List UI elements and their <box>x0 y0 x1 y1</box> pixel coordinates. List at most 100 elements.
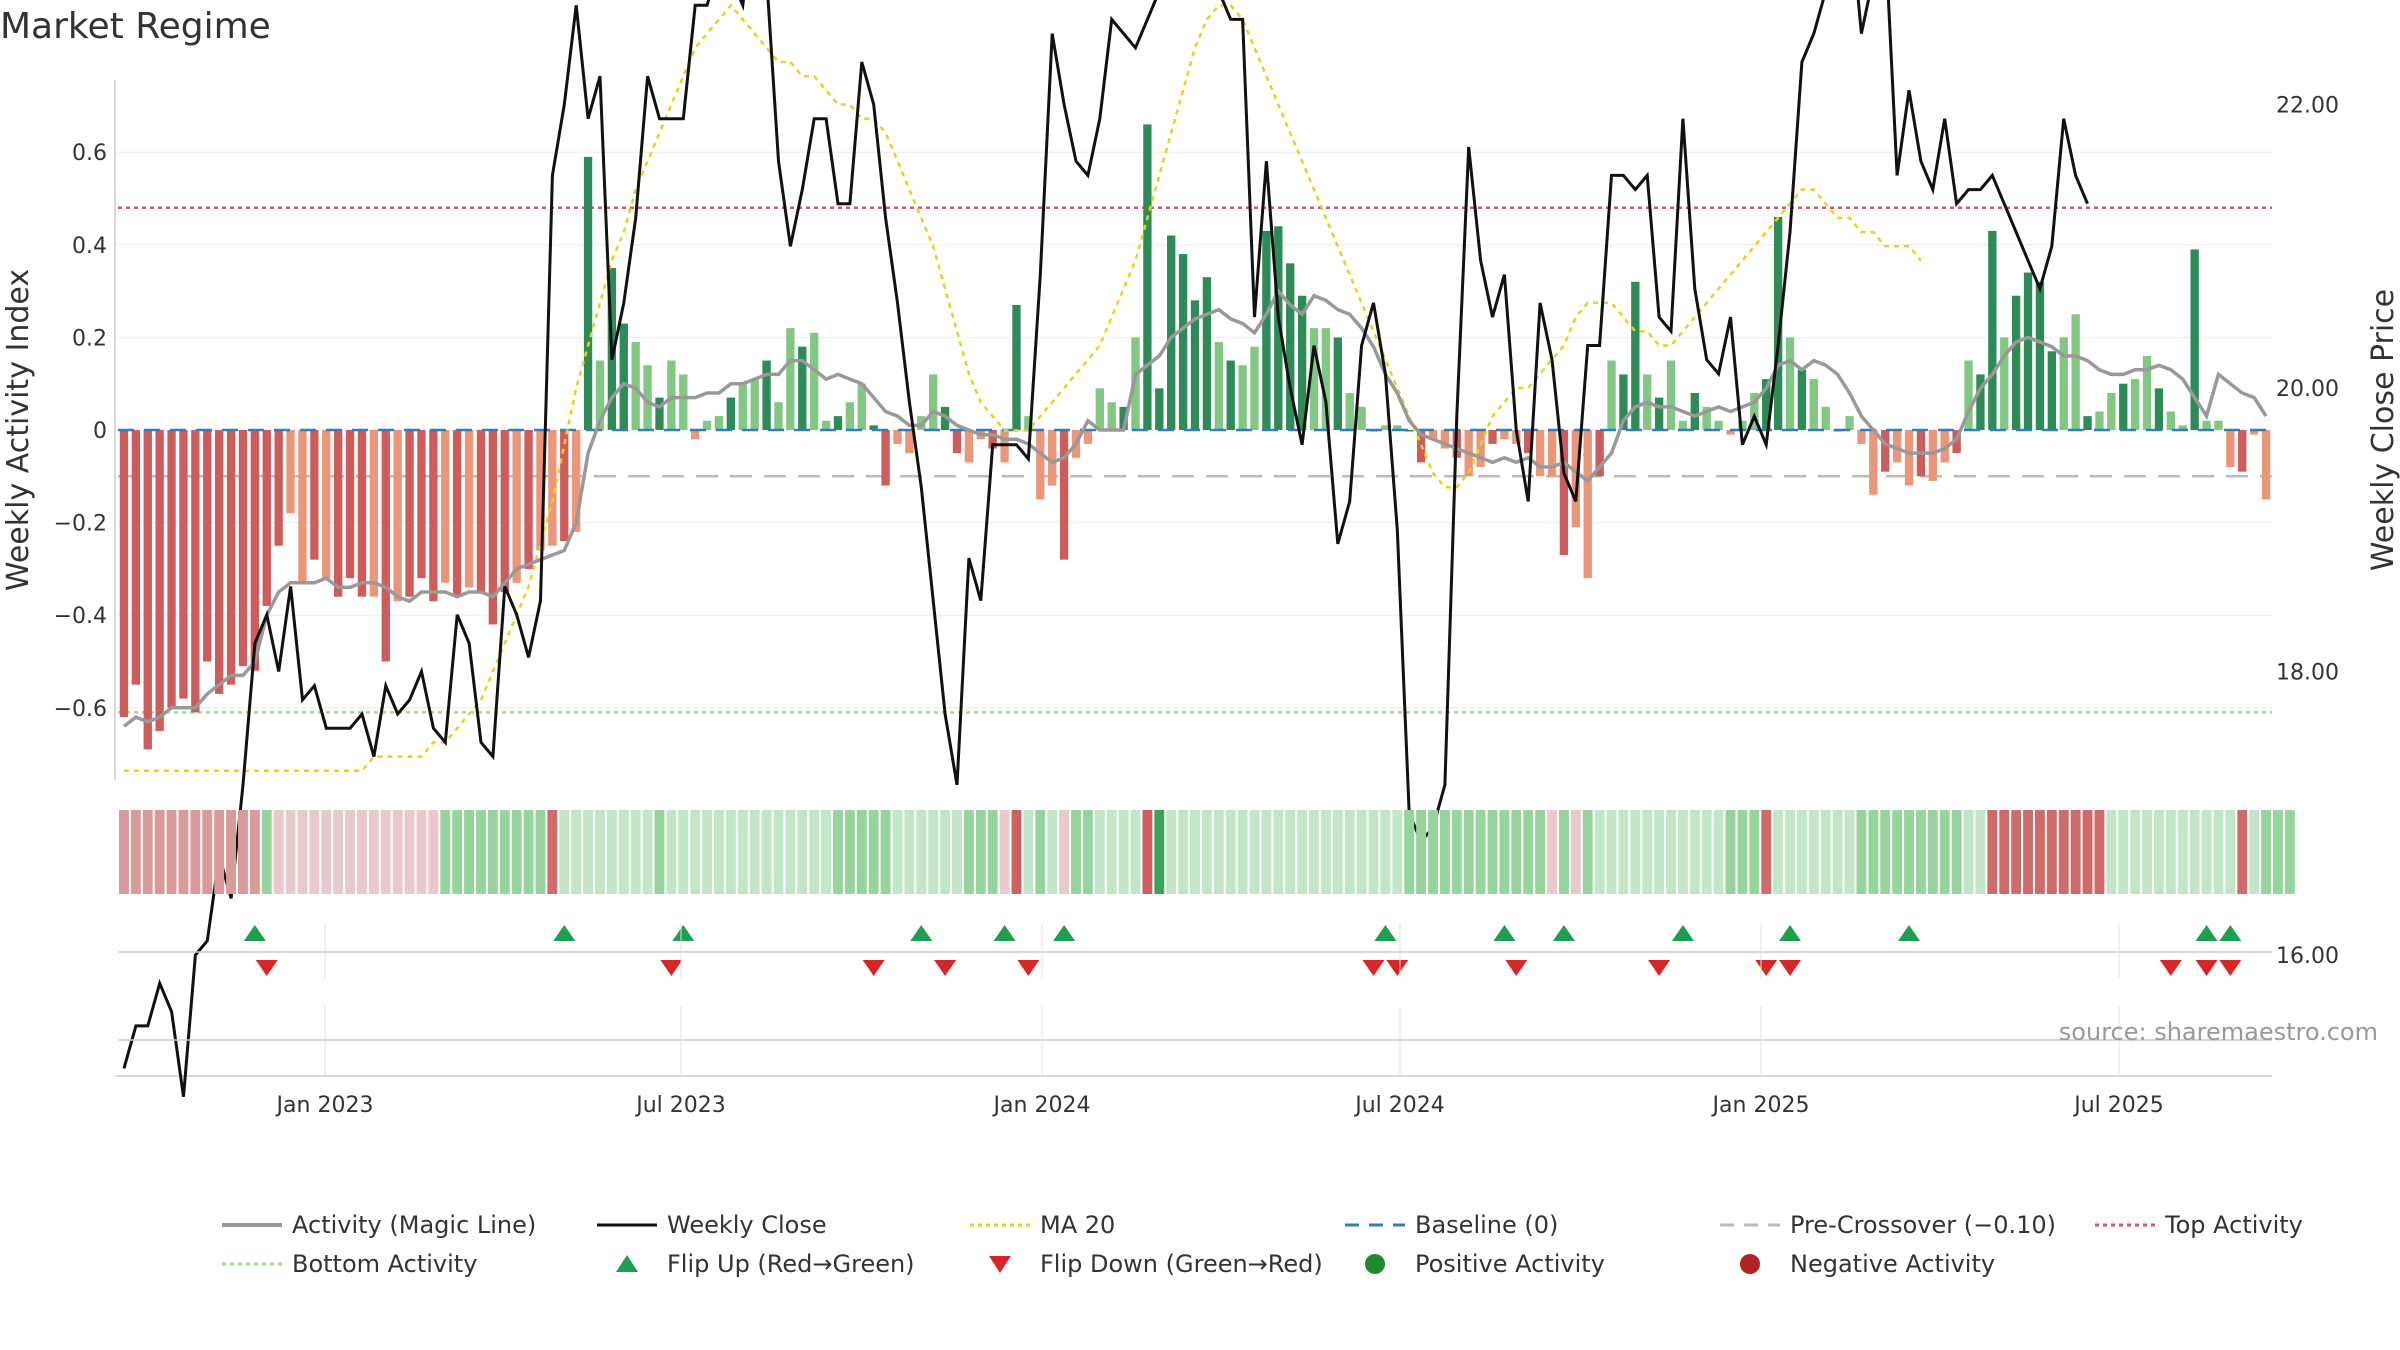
regime-cell <box>2237 810 2248 894</box>
activity-bar <box>1773 217 1783 430</box>
activity-bar <box>1190 300 1200 430</box>
regime-cell <box>559 810 570 894</box>
regime-cell <box>642 810 653 894</box>
regime-cell <box>702 810 713 894</box>
flip-down-marker <box>2219 960 2242 976</box>
activity-bar <box>2190 249 2199 430</box>
legend-label: Flip Down (Green→Red) <box>1040 1250 1323 1278</box>
regime-cell <box>2023 810 2033 894</box>
regime-cell <box>226 810 237 894</box>
regime-cell <box>2118 810 2129 894</box>
activity-bar <box>786 328 795 430</box>
regime-cell <box>1737 810 1748 894</box>
activity-bar <box>2249 430 2259 435</box>
regime-cell <box>606 810 617 894</box>
flip-up-marker <box>1779 925 1802 941</box>
regime-cell <box>630 810 641 894</box>
regime-cell <box>1416 810 1427 894</box>
activity-bar <box>1666 360 1676 430</box>
activity-bar <box>274 430 283 546</box>
activity-bar <box>1535 430 1545 477</box>
regime-cell <box>2034 810 2045 894</box>
flip-down-marker <box>2195 960 2218 976</box>
regime-cell <box>975 810 986 894</box>
regime-cell <box>821 810 832 894</box>
activity-bar <box>1345 392 1354 430</box>
activity-bar <box>1631 281 1640 430</box>
regime-cell <box>678 810 689 894</box>
activity-bar <box>714 416 724 430</box>
regime-cell <box>714 810 724 894</box>
activity-bar <box>548 430 557 546</box>
regime-cell <box>1939 810 1950 894</box>
activity-bar <box>2238 430 2247 472</box>
regime-cell <box>1844 810 1855 894</box>
source-credit: source: sharemaestro.com <box>2059 1018 2378 1046</box>
regime-cell <box>345 810 356 894</box>
activity-bar <box>1988 230 1997 430</box>
activity-bar <box>417 430 426 579</box>
x-tick-label: Jan 2023 <box>275 1093 374 1118</box>
left-tick-label: 0 <box>93 419 107 444</box>
activity-bar <box>1571 430 1580 528</box>
regime-cell <box>952 810 962 894</box>
regime-cell <box>1118 810 1129 894</box>
regime-cell <box>166 810 177 894</box>
activity-bar <box>1750 392 1759 430</box>
flip-up-marker <box>672 925 695 941</box>
activity-bar <box>1405 430 1414 432</box>
regime-cell <box>856 810 867 894</box>
regime-cell <box>368 810 379 894</box>
regime-cell <box>916 810 927 894</box>
activity-bar <box>1226 360 1235 430</box>
regime-cell <box>1654 810 1665 894</box>
activity-bar <box>1286 263 1295 430</box>
regime-cell <box>1677 810 1688 894</box>
regime-cell <box>261 810 272 894</box>
regime-cell <box>583 810 594 894</box>
x-tick-label: Jul 2024 <box>1353 1093 1445 1118</box>
activity-bar <box>226 430 236 685</box>
regime-cell <box>214 810 225 894</box>
regime-cell <box>321 810 332 894</box>
regime-cell <box>2249 810 2260 894</box>
activity-bar <box>1881 430 1890 472</box>
regime-cell <box>1190 810 1200 894</box>
regime-cell <box>725 810 736 894</box>
regime-cell <box>844 810 855 894</box>
activity-bar <box>131 430 141 685</box>
regime-cell <box>380 810 391 894</box>
regime-cell <box>1808 810 1819 894</box>
legend-item: Negative Activity <box>1740 1250 1995 1278</box>
legend-label: Positive Activity <box>1415 1250 1605 1278</box>
legend-item: Flip Down (Green→Red) <box>989 1250 1323 1278</box>
regime-cell <box>1892 810 1903 894</box>
flip-down-marker <box>255 960 278 976</box>
activity-bar <box>1262 230 1271 430</box>
activity-bar <box>1892 430 1902 463</box>
regime-cell <box>440 810 451 894</box>
regime-cell <box>1082 810 1093 894</box>
regime-cell <box>2011 810 2022 894</box>
regime-cell <box>1713 810 1724 894</box>
regime-cell <box>2273 810 2283 894</box>
legend-label: Weekly Close <box>667 1211 827 1239</box>
right-tick-label: 16.00 <box>2276 944 2339 969</box>
flip-down-marker <box>1386 960 1409 976</box>
regime-cell <box>690 810 701 894</box>
regime-cell <box>1642 810 1653 894</box>
regime-cell <box>2082 810 2093 894</box>
activity-bar <box>1357 406 1366 430</box>
regime-cell <box>868 810 879 894</box>
legend-swatch <box>616 1255 638 1272</box>
activity-bar <box>964 430 974 463</box>
regime-cell <box>1666 810 1676 894</box>
activity-bar <box>2166 411 2176 430</box>
activity-bar <box>1012 304 1021 430</box>
flip-up-marker <box>243 925 266 941</box>
activity-bar <box>881 430 890 486</box>
activity-bar <box>2154 388 2164 430</box>
regime-cell <box>178 810 189 894</box>
activity-bar <box>2059 337 2068 430</box>
